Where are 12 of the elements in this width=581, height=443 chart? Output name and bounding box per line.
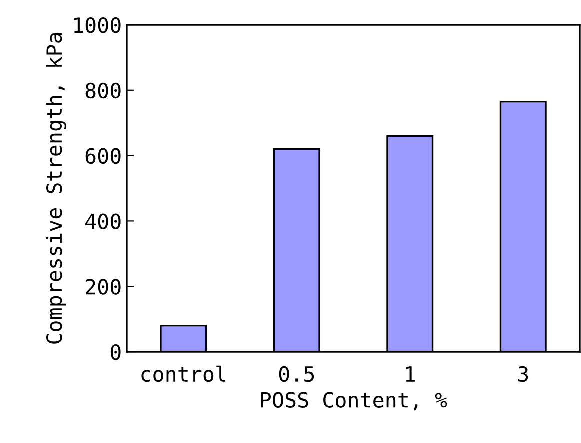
y-axis-title: Compressive Strength, kPa — [46, 33, 66, 344]
x-axis-title: POSS Content, % — [261, 392, 448, 411]
x-tick-label: 0.5 — [279, 366, 314, 382]
y-tick-label: 800 — [86, 82, 121, 99]
x-tick-label: control — [142, 366, 226, 382]
y-tick-label: 0 — [110, 344, 121, 360]
y-tick-label: 1000 — [74, 18, 121, 34]
y-tick-label: 200 — [86, 279, 121, 295]
y-tick-label: 600 — [86, 148, 121, 164]
y-tick-label: 400 — [86, 214, 121, 230]
x-tick-label: 1 — [406, 366, 415, 382]
x-tick-label: 3 — [518, 366, 528, 382]
